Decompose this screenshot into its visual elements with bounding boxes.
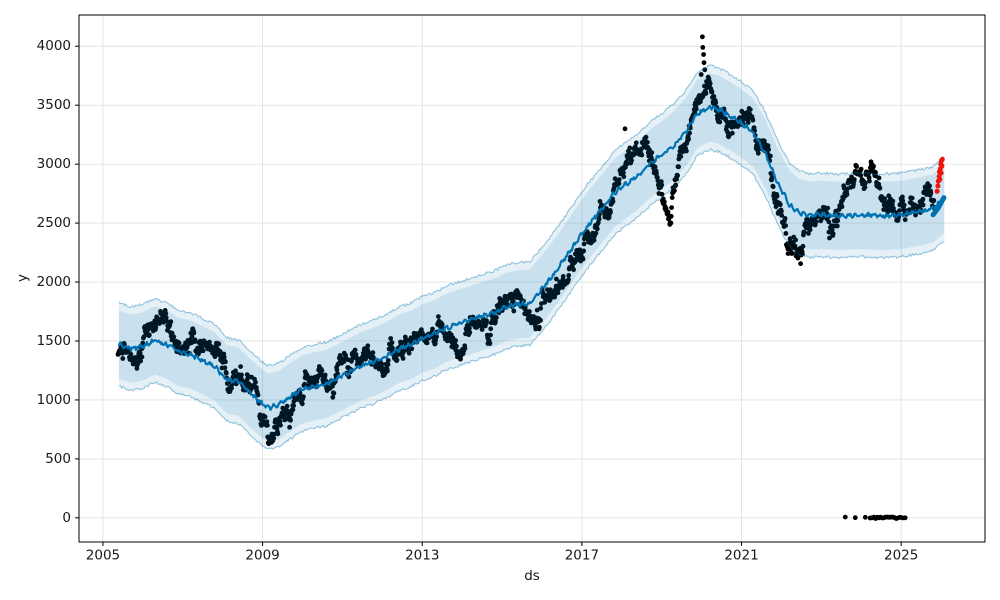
y-tick-label-2500: 2500 [37,215,71,231]
x-axis-label: ds [524,568,540,584]
zero-points [842,514,908,521]
y-tick-label-3000: 3000 [37,156,71,172]
x-tick-label-2009: 2009 [245,548,279,564]
y-tick-label-0: 0 [62,510,71,526]
x-tick-label-2025: 2025 [884,548,918,564]
x-tick-label-2017: 2017 [565,548,599,564]
grid-lines [79,15,985,542]
y-tick-label-2000: 2000 [37,274,71,290]
recent-points [934,156,945,194]
forecast-line [117,104,947,411]
x-tick-label-2013: 2013 [405,548,439,564]
x-tick-label-2005: 2005 [86,548,120,564]
x-tick-label-2021: 2021 [724,548,758,564]
y-tick-label-1000: 1000 [37,392,71,408]
y-tick-label-3500: 3500 [37,97,71,113]
y-tick-label-4000: 4000 [37,38,71,54]
y-axis-label: y [14,274,31,282]
y-tick-label-500: 500 [45,451,71,467]
y-tick-label-1500: 1500 [37,333,71,349]
axes: 2005 2009 2013 2017 2021 2025 0 500 1000 1500 2000… [37,14,986,564]
axis-spines [78,14,986,543]
uncertainty-band [118,64,945,450]
